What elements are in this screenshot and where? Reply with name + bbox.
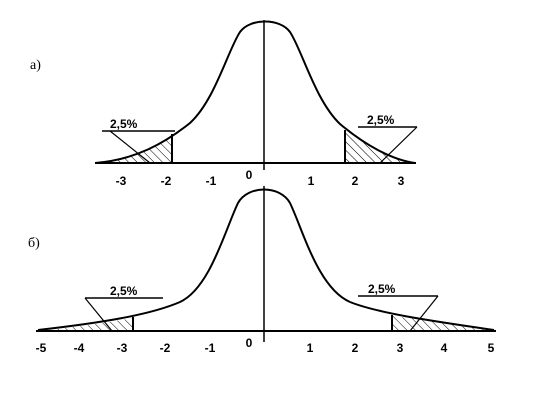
panel-a-tick: 1: [308, 174, 315, 188]
panel-b: б) 2,5% 2,5% -5 -4 -3 -2 -1 0 1 2: [28, 186, 496, 355]
panel-a-right-tail-area: [345, 132, 408, 163]
panel-a-tick: -1: [206, 174, 217, 188]
panel-b-left-callout: 2,5%: [84, 284, 163, 332]
panel-b-tick: -1: [205, 341, 216, 355]
panel-a-tick: -3: [116, 174, 127, 188]
panel-b-tick: -5: [36, 341, 47, 355]
panel-a-tick: 3: [398, 174, 405, 188]
panel-b-tick: -4: [74, 341, 85, 355]
panel-b-right-tail-area: [392, 316, 492, 331]
panel-a: а) 2,5% 2,5% -3 -2 -1 0 1 2 3: [30, 20, 418, 188]
panel-b-label: б): [28, 236, 40, 251]
panel-a-left-tail-label: 2,5%: [110, 117, 138, 131]
panel-a-tick: 0: [246, 168, 253, 182]
panel-b-tick: 5: [488, 341, 495, 355]
panel-b-tick: -2: [160, 341, 171, 355]
panel-a-left-tail-area: [108, 136, 172, 163]
panel-a-right-tail-label: 2,5%: [367, 113, 395, 127]
panel-b-tick: 1: [307, 341, 314, 355]
panel-b-right-callout: 2,5%: [358, 282, 439, 332]
panel-a-curve: [94, 20, 416, 164]
panel-b-tick: 3: [397, 341, 404, 355]
panel-a-label: а): [30, 58, 41, 73]
panel-b-tick: 4: [441, 341, 448, 355]
panel-a-tick: 2: [352, 174, 359, 188]
panel-b-left-tail-label: 2,5%: [110, 284, 138, 298]
panel-b-tick: -3: [117, 341, 128, 355]
panel-b-tick: 2: [352, 341, 359, 355]
panel-a-tick: -2: [161, 174, 172, 188]
panel-b-tick: 0: [246, 336, 253, 350]
panel-b-curve: [37, 188, 495, 331]
panel-a-right-callout: 2,5%: [358, 113, 418, 164]
panel-b-right-tail-label: 2,5%: [368, 282, 396, 296]
panel-a-left-callout: 2,5%: [102, 117, 175, 164]
